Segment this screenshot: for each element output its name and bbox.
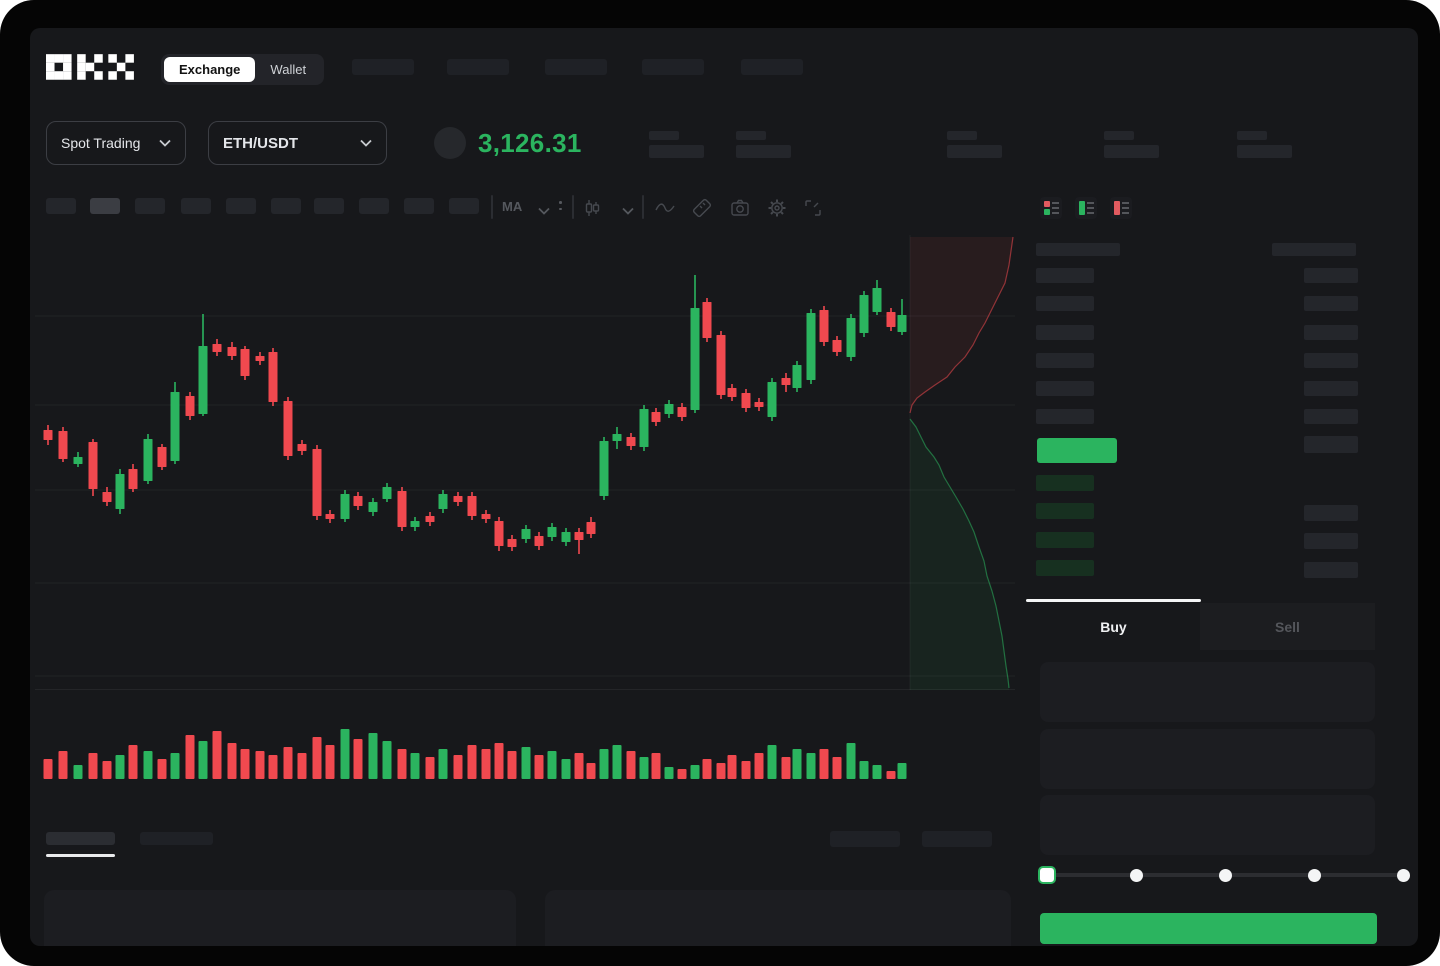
timeframe-button[interactable] <box>359 198 389 214</box>
slider-stop-dot[interactable] <box>1396 868 1410 882</box>
bid-row-price[interactable] <box>1036 475 1094 491</box>
book-both-icon[interactable] <box>1040 197 1062 219</box>
timeframe-button[interactable] <box>271 198 301 214</box>
chevron-down-icon[interactable] <box>622 202 642 222</box>
bottom-action-placeholder[interactable] <box>922 831 992 847</box>
order-book-header-right <box>1272 243 1356 256</box>
timeframe-button[interactable] <box>314 198 344 214</box>
order-book-header-left <box>1036 243 1120 256</box>
stat-label-placeholder <box>1104 131 1134 140</box>
coin-icon <box>434 127 466 159</box>
bottom-tab[interactable] <box>140 832 213 845</box>
nav-item-placeholder[interactable] <box>352 59 414 75</box>
order-amount-field[interactable] <box>1040 729 1375 789</box>
timeframe-button[interactable] <box>181 198 211 214</box>
best-bid-price-highlight[interactable] <box>1037 438 1117 463</box>
best-bid-amount[interactable] <box>1304 436 1358 453</box>
ask-row-amount[interactable] <box>1304 353 1358 368</box>
timeframe-button[interactable] <box>404 198 434 214</box>
submit-order-button[interactable] <box>1040 913 1377 944</box>
ask-row-price[interactable] <box>1036 296 1094 311</box>
bottom-tab-active[interactable] <box>46 832 115 845</box>
chevron-down-icon <box>159 139 171 147</box>
stat-label-placeholder <box>1237 131 1267 140</box>
camera-icon[interactable] <box>730 198 750 218</box>
stat-label-placeholder <box>649 131 679 140</box>
bid-row-price[interactable] <box>1036 532 1094 548</box>
timeframe-button[interactable] <box>226 198 256 214</box>
settings-icon[interactable] <box>767 198 787 218</box>
tab-exchange[interactable]: Exchange <box>164 57 256 82</box>
stat-value-placeholder <box>649 145 704 158</box>
candlestick-chart[interactable] <box>35 235 1015 690</box>
bid-row-price[interactable] <box>1036 560 1094 576</box>
stat-label-placeholder <box>947 131 977 140</box>
market-type-select[interactable]: Spot Trading <box>46 121 186 165</box>
timeframe-button[interactable] <box>90 198 120 214</box>
pair-select[interactable]: ETH/USDT <box>208 121 387 165</box>
slider-stop-dot[interactable] <box>1129 868 1143 882</box>
measure-icon[interactable] <box>692 198 712 218</box>
stat-value-placeholder <box>1104 145 1159 158</box>
chevron-down-icon <box>360 139 372 147</box>
last-price: 3,126.31 <box>478 128 582 158</box>
timeframe-button[interactable] <box>46 198 76 214</box>
book-bids-icon[interactable] <box>1075 197 1097 219</box>
bottom-action-placeholder[interactable] <box>830 831 900 847</box>
tab-buy[interactable]: Buy <box>1100 618 1127 635</box>
bottom-tab-underline <box>46 854 115 857</box>
app-window: Exchange Wallet Spot Trading ETH/USDT 3,… <box>30 28 1418 946</box>
okx-logo[interactable] <box>46 52 134 82</box>
ask-row-amount[interactable] <box>1304 268 1358 283</box>
tab-sell[interactable]: Sell <box>1200 603 1375 650</box>
bid-row-price[interactable] <box>1036 503 1094 519</box>
chevron-down-icon[interactable] <box>538 202 558 222</box>
ask-row-price[interactable] <box>1036 268 1094 283</box>
more-dots-icon[interactable] <box>559 201 562 210</box>
stat-value-placeholder <box>1237 145 1292 158</box>
market-type-label: Spot Trading <box>61 135 141 151</box>
mode-toggle: Exchange Wallet <box>161 54 325 85</box>
candlestick-icon[interactable] <box>582 198 602 218</box>
nav-item-placeholder[interactable] <box>447 59 509 75</box>
wave-line-icon[interactable] <box>654 198 675 218</box>
nav-item-placeholder[interactable] <box>545 59 607 75</box>
active-tab-indicator <box>1026 599 1201 602</box>
bid-row-amount[interactable] <box>1304 505 1358 521</box>
pair-label: ETH/USDT <box>223 134 298 152</box>
bid-row-amount[interactable] <box>1304 533 1358 549</box>
order-price-field[interactable] <box>1040 662 1375 722</box>
amount-slider-handle[interactable] <box>1038 866 1056 884</box>
ask-row-price[interactable] <box>1036 353 1094 368</box>
nav-item-placeholder[interactable] <box>741 59 803 75</box>
nav-item-placeholder[interactable] <box>642 59 704 75</box>
bottom-panel-left <box>44 890 516 946</box>
stat-value-placeholder <box>736 145 791 158</box>
slider-stop-dot[interactable] <box>1218 868 1232 882</box>
timeframe-button[interactable] <box>135 198 165 214</box>
depth-asks-area <box>910 237 1013 413</box>
ma-indicator-button[interactable]: MA <box>502 199 523 214</box>
ask-row-price[interactable] <box>1036 325 1094 340</box>
slider-stop-dot[interactable] <box>1307 868 1321 882</box>
depth-bids-area <box>910 419 1009 690</box>
timeframe-button[interactable] <box>449 198 479 214</box>
okx-logo-blocks <box>46 54 134 80</box>
book-asks-icon[interactable] <box>1110 197 1132 219</box>
volume-chart[interactable] <box>35 700 1015 780</box>
tab-wallet[interactable]: Wallet <box>270 62 307 77</box>
ask-row-price[interactable] <box>1036 409 1094 424</box>
fullscreen-icon[interactable] <box>803 198 823 218</box>
ask-row-amount[interactable] <box>1304 296 1358 311</box>
bottom-panel-right <box>545 890 1011 946</box>
ask-row-amount[interactable] <box>1304 325 1358 340</box>
bid-row-amount[interactable] <box>1304 562 1358 578</box>
ask-row-amount[interactable] <box>1304 381 1358 396</box>
order-total-field[interactable] <box>1040 795 1375 855</box>
ask-row-price[interactable] <box>1036 381 1094 396</box>
stat-label-placeholder <box>736 131 766 140</box>
stat-value-placeholder <box>947 145 1002 158</box>
ask-row-amount[interactable] <box>1304 409 1358 424</box>
